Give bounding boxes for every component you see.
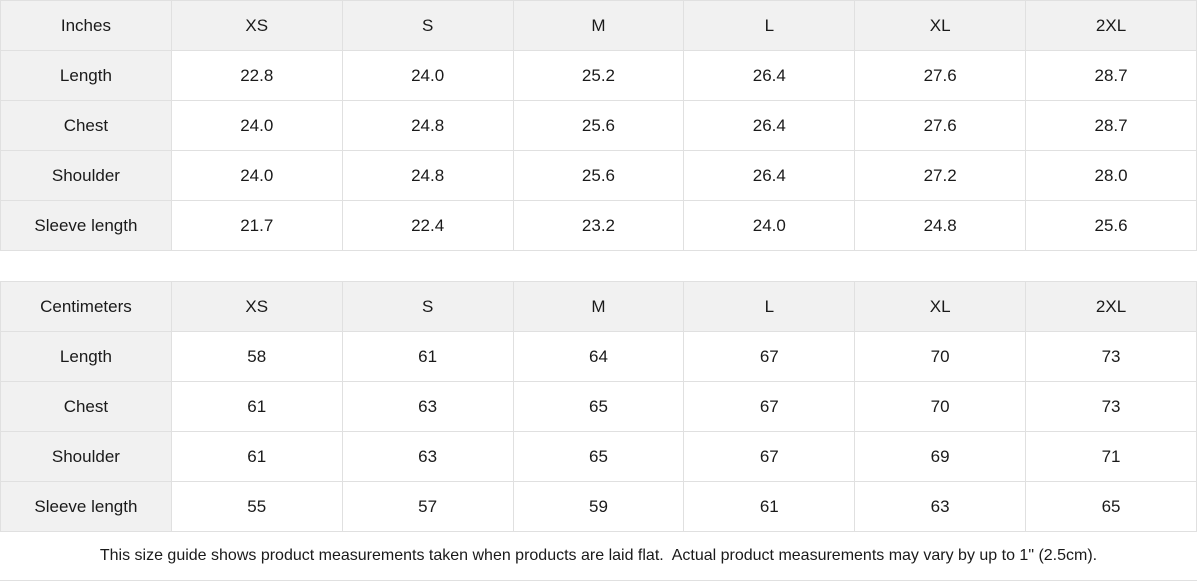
measurement-row: Length 22.8 24.0 25.2 26.4 27.6 28.7: [0, 50, 1197, 101]
measurement-value-cell: 73: [1025, 381, 1197, 432]
row-label-cell: Length: [0, 331, 172, 382]
measurement-value-cell: 27.6: [854, 100, 1027, 151]
measurement-row: Shoulder 61 63 65 67 69 71: [0, 431, 1197, 482]
measurement-value-cell: 22.4: [341, 200, 514, 251]
size-header-cell: XS: [170, 281, 343, 332]
measurement-value-cell: 64: [512, 331, 685, 382]
row-label-cell: Sleeve length: [0, 200, 172, 251]
size-header-row: Inches XS S M L XL 2XL: [0, 0, 1197, 51]
unit-header-cell: Inches: [0, 0, 172, 51]
measurement-value-cell: 25.6: [512, 100, 685, 151]
measurement-value-cell: 67: [683, 431, 856, 482]
measurement-value-cell: 25.2: [512, 50, 685, 101]
measurement-row: Sleeve length 21.7 22.4 23.2 24.0 24.8 25.6: [0, 200, 1197, 251]
measurement-value-cell: 61: [683, 481, 856, 532]
measurement-value-cell: 21.7: [170, 200, 343, 251]
measurement-value-cell: 24.0: [683, 200, 856, 251]
measurement-value-cell: 25.6: [1025, 200, 1197, 251]
measurement-value-cell: 65: [512, 431, 685, 482]
size-header-cell: XL: [854, 281, 1027, 332]
size-header-cell: XL: [854, 0, 1027, 51]
measurement-value-cell: 63: [854, 481, 1027, 532]
table-gap: [0, 251, 1197, 281]
size-header-cell: S: [341, 281, 514, 332]
measurement-value-cell: 28.7: [1025, 50, 1197, 101]
measurement-value-cell: 65: [1025, 481, 1197, 532]
measurement-row: Sleeve length 55 57 59 61 63 65: [0, 481, 1197, 532]
measurement-value-cell: 25.6: [512, 150, 685, 201]
size-header-cell: L: [683, 0, 856, 51]
measurement-value-cell: 26.4: [683, 100, 856, 151]
size-header-cell: M: [512, 281, 685, 332]
row-label-cell: Shoulder: [0, 150, 172, 201]
measurement-row: Length 58 61 64 67 70 73: [0, 331, 1197, 382]
measurement-value-cell: 67: [683, 381, 856, 432]
measurement-value-cell: 67: [683, 331, 856, 382]
size-table-centimeters: Centimeters XS S M L XL 2XL Length 58 61 64 67 70 73 C…: [0, 281, 1197, 532]
row-label-cell: Chest: [0, 100, 172, 151]
measurement-value-cell: 61: [170, 431, 343, 482]
measurement-value-cell: 59: [512, 481, 685, 532]
measurement-value-cell: 28.0: [1025, 150, 1197, 201]
measurement-value-cell: 63: [341, 431, 514, 482]
row-label-cell: Length: [0, 50, 172, 101]
size-header-cell: M: [512, 0, 685, 51]
measurement-value-cell: 63: [341, 381, 514, 432]
measurement-value-cell: 70: [854, 381, 1027, 432]
measurement-value-cell: 24.0: [170, 100, 343, 151]
measurement-value-cell: 27.6: [854, 50, 1027, 101]
measurement-value-cell: 22.8: [170, 50, 343, 101]
row-label-cell: Sleeve length: [0, 481, 172, 532]
size-header-row: Centimeters XS S M L XL 2XL: [0, 281, 1197, 332]
unit-header-cell: Centimeters: [0, 281, 172, 332]
measurement-value-cell: 24.8: [854, 200, 1027, 251]
measurement-value-cell: 23.2: [512, 200, 685, 251]
measurement-value-cell: 71: [1025, 431, 1197, 482]
measurement-value-cell: 58: [170, 331, 343, 382]
measurement-value-cell: 27.2: [854, 150, 1027, 201]
size-header-cell: 2XL: [1025, 0, 1197, 51]
size-header-cell: XS: [170, 0, 343, 51]
size-header-cell: S: [341, 0, 514, 51]
measurement-value-cell: 55: [170, 481, 343, 532]
measurement-value-cell: 73: [1025, 331, 1197, 382]
measurement-value-cell: 69: [854, 431, 1027, 482]
measurement-value-cell: 26.4: [683, 150, 856, 201]
measurement-value-cell: 28.7: [1025, 100, 1197, 151]
size-header-cell: L: [683, 281, 856, 332]
measurement-note: This size guide shows product measuremen…: [0, 532, 1197, 581]
row-label-cell: Shoulder: [0, 431, 172, 482]
measurement-value-cell: 61: [341, 331, 514, 382]
size-header-cell: 2XL: [1025, 281, 1197, 332]
measurement-value-cell: 65: [512, 381, 685, 432]
measurement-value-cell: 24.0: [170, 150, 343, 201]
measurement-value-cell: 26.4: [683, 50, 856, 101]
measurement-value-cell: 61: [170, 381, 343, 432]
measurement-value-cell: 24.8: [341, 150, 514, 201]
measurement-row: Shoulder 24.0 24.8 25.6 26.4 27.2 28.0: [0, 150, 1197, 201]
measurement-value-cell: 24.8: [341, 100, 514, 151]
measurement-value-cell: 70: [854, 331, 1027, 382]
measurement-row: Chest 61 63 65 67 70 73: [0, 381, 1197, 432]
measurement-value-cell: 24.0: [341, 50, 514, 101]
row-label-cell: Chest: [0, 381, 172, 432]
measurement-value-cell: 57: [341, 481, 514, 532]
size-table-inches: Inches XS S M L XL 2XL Length 22.8 24.0 25.2 26.4 27…: [0, 0, 1197, 251]
measurement-row: Chest 24.0 24.8 25.6 26.4 27.6 28.7: [0, 100, 1197, 151]
